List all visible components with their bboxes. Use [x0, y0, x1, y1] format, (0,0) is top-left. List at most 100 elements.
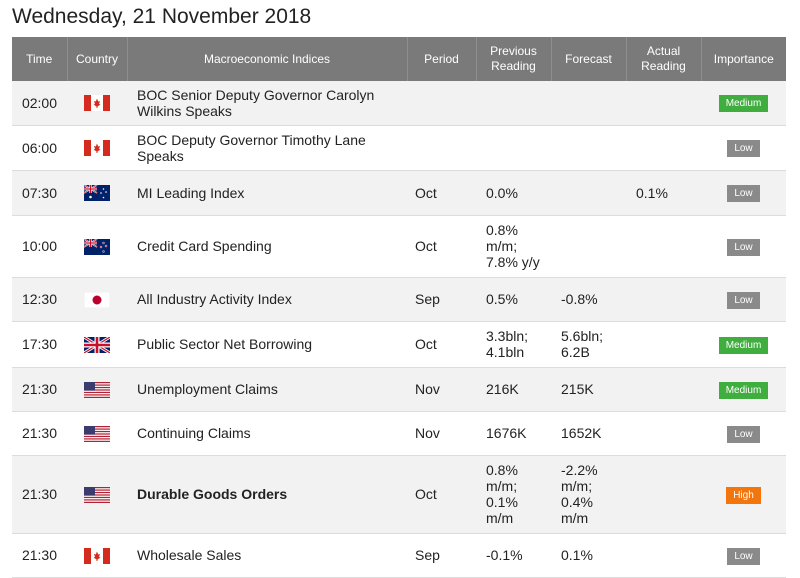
event-time: 21:30	[12, 411, 67, 456]
country-cell	[67, 367, 127, 412]
indicator-name[interactable]: Credit Card Spending	[127, 215, 407, 278]
event-time: 07:30	[12, 170, 67, 216]
importance-badge: Low	[727, 140, 760, 157]
actual-value	[626, 125, 701, 171]
previous-value	[476, 125, 551, 171]
col-header-importance[interactable]: Importance	[701, 37, 786, 81]
table-row[interactable]: 12:30 All Industry Activity Index Sep 0.…	[12, 277, 786, 322]
indicator-name[interactable]: MI Leading Index	[127, 170, 407, 216]
actual-value	[626, 455, 701, 534]
importance-badge: Low	[727, 547, 760, 565]
indicator-name[interactable]: Durable Goods Orders	[127, 455, 407, 534]
us-flag-icon	[84, 486, 110, 503]
event-time: 02:00	[12, 81, 67, 126]
indicator-name[interactable]: All Industry Activity Index	[127, 277, 407, 322]
col-header-forecast[interactable]: Forecast	[551, 37, 627, 81]
page-title: Wednesday, 21 November 2018	[12, 5, 312, 28]
country-cell	[67, 455, 127, 534]
importance-badge: Low	[727, 238, 760, 256]
country-cell	[67, 533, 127, 578]
table-row[interactable]: 10:00 Credit Card Spending Oct 0.8% m/m;…	[12, 215, 786, 278]
importance-cell: Medium	[701, 81, 786, 126]
actual-value	[626, 81, 701, 126]
ca-flag-icon	[84, 547, 110, 564]
table-row[interactable]: 07:30 MI Leading Index Oct 0.0% 0.1% Low	[12, 170, 786, 216]
col-header-country[interactable]: Country	[67, 37, 128, 81]
indicator-name[interactable]: Public Sector Net Borrowing	[127, 321, 407, 368]
country-cell	[67, 321, 127, 368]
indicator-name[interactable]: BOC Senior Deputy Governor Carolyn Wilki…	[127, 81, 407, 126]
col-header-actual[interactable]: Actual Reading	[626, 37, 702, 81]
actual-value: 0.1%	[626, 170, 701, 216]
previous-value: 1676K	[476, 411, 551, 456]
table-header-row: Time Country Macroeconomic Indices Perio…	[12, 37, 786, 81]
table-row[interactable]: 21:30 Unemployment Claims Nov 216K 215K …	[12, 367, 786, 412]
forecast-value: 0.1%	[551, 533, 626, 578]
importance-cell: Medium	[701, 367, 786, 412]
previous-value	[476, 81, 551, 126]
previous-value: 0.5%	[476, 277, 551, 322]
period-value: Nov	[407, 411, 476, 456]
event-time: 10:00	[12, 215, 67, 278]
actual-value	[626, 277, 701, 322]
previous-value: -0.1%	[476, 533, 551, 578]
actual-value	[626, 321, 701, 368]
importance-cell: Low	[701, 533, 786, 578]
table-row[interactable]: 02:00 BOC Senior Deputy Governor Carolyn…	[12, 81, 786, 126]
economic-calendar-table: Time Country Macroeconomic Indices Perio…	[12, 37, 786, 578]
forecast-value	[551, 215, 626, 278]
indicator-name[interactable]: Continuing Claims	[127, 411, 407, 456]
col-header-period[interactable]: Period	[407, 37, 477, 81]
importance-cell: Low	[701, 277, 786, 322]
col-header-time[interactable]: Time	[12, 37, 68, 81]
event-time: 21:30	[12, 533, 67, 578]
event-time: 12:30	[12, 277, 67, 322]
importance-badge: Low	[727, 185, 760, 202]
indicator-name[interactable]: Wholesale Sales	[127, 533, 407, 578]
actual-value	[626, 215, 701, 278]
forecast-value	[551, 125, 626, 171]
importance-cell: Low	[701, 215, 786, 278]
indicator-name[interactable]: Unemployment Claims	[127, 367, 407, 412]
table-row[interactable]: 21:30 Durable Goods Orders Oct 0.8% m/m;…	[12, 455, 786, 534]
period-value	[407, 125, 476, 171]
importance-badge: Medium	[718, 336, 769, 354]
country-cell	[67, 215, 127, 278]
forecast-value	[551, 170, 626, 216]
forecast-value: -0.8%	[551, 277, 626, 322]
col-header-indices[interactable]: Macroeconomic Indices	[127, 37, 408, 81]
importance-cell: Low	[701, 170, 786, 216]
us-flag-icon	[84, 381, 110, 398]
importance-badge: High	[726, 486, 761, 504]
period-value: Oct	[407, 215, 476, 278]
previous-value: 0.8% m/m; 7.8% y/y	[476, 215, 551, 278]
actual-value	[626, 533, 701, 578]
period-value	[407, 81, 476, 126]
previous-value: 0.0%	[476, 170, 551, 216]
table-row[interactable]: 06:00 BOC Deputy Governor Timothy Lane S…	[12, 125, 786, 171]
importance-badge: Low	[727, 291, 760, 309]
period-value: Nov	[407, 367, 476, 412]
previous-value: 216K	[476, 367, 551, 412]
forecast-value: -2.2% m/m; 0.4% m/m	[551, 455, 626, 534]
importance-badge: Low	[727, 425, 760, 443]
country-cell	[67, 81, 127, 126]
col-header-previous[interactable]: Previous Reading	[476, 37, 552, 81]
au-flag-icon	[84, 185, 110, 202]
period-value: Sep	[407, 533, 476, 578]
event-time: 21:30	[12, 367, 67, 412]
period-value: Sep	[407, 277, 476, 322]
importance-badge: Medium	[718, 381, 769, 399]
indicator-name[interactable]: BOC Deputy Governor Timothy Lane Speaks	[127, 125, 407, 171]
event-time: 17:30	[12, 321, 67, 368]
forecast-value: 5.6bln; 6.2B	[551, 321, 626, 368]
uk-flag-icon	[84, 336, 110, 353]
forecast-value: 215K	[551, 367, 626, 412]
table-row[interactable]: 17:30 Public Sector Net Borrowing Oct 3.…	[12, 321, 786, 368]
event-time: 06:00	[12, 125, 67, 171]
table-row[interactable]: 21:30 Wholesale Sales Sep -0.1% 0.1% Low	[12, 533, 786, 578]
table-row[interactable]: 21:30 Continuing Claims Nov 1676K 1652K …	[12, 411, 786, 456]
period-value: Oct	[407, 170, 476, 216]
country-cell	[67, 277, 127, 322]
country-cell	[67, 125, 127, 171]
